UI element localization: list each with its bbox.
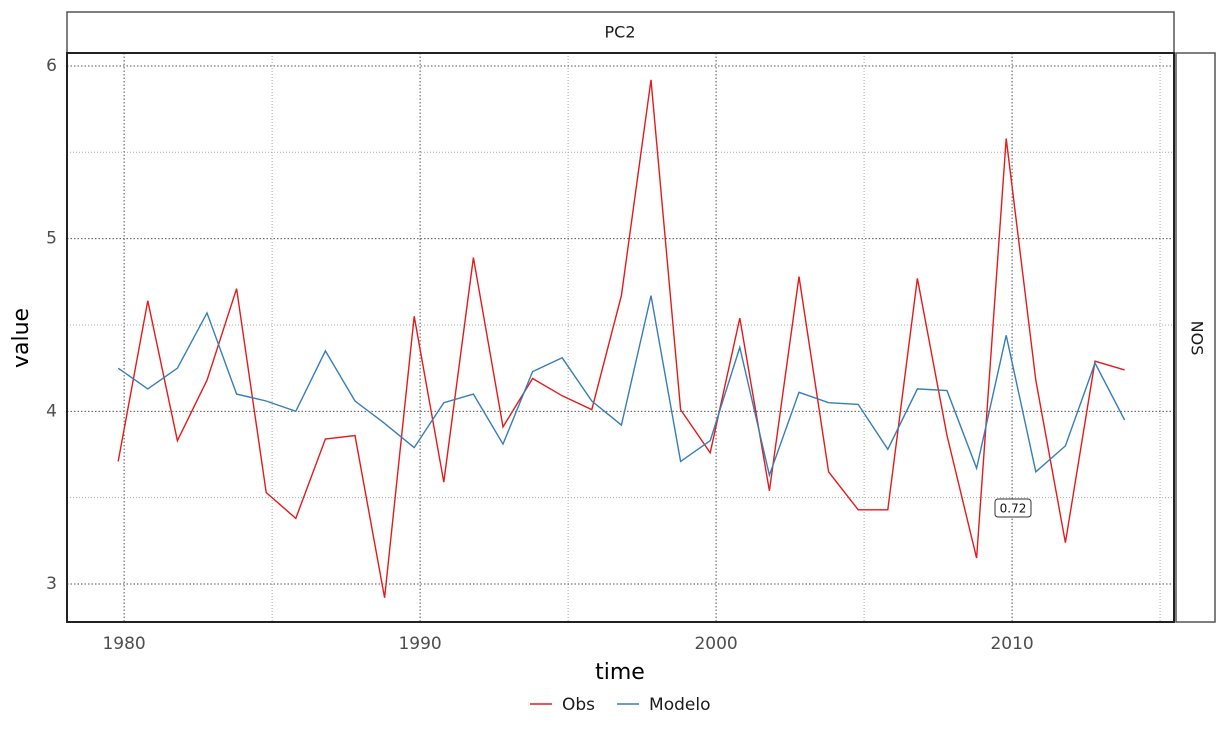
series-line <box>117 295 1126 478</box>
x-tick-label: 1990 <box>398 634 441 654</box>
y-tick-label: 3 <box>46 574 57 594</box>
legend-label: Modelo <box>649 695 710 715</box>
annotation-box <box>994 498 1032 518</box>
facet-label: NOS <box>1188 321 1207 356</box>
x-axis-title: time <box>595 660 645 685</box>
series-line <box>117 79 1125 598</box>
legend-label: Obs <box>562 695 595 715</box>
x-tick-label: 2000 <box>694 634 737 654</box>
right-strip <box>1175 52 1216 623</box>
panel-border <box>66 52 1175 623</box>
y-axis-title: value <box>9 308 34 368</box>
y-tick-label: 4 <box>46 401 57 421</box>
x-tick-label: 1980 <box>102 634 145 654</box>
top-strip <box>66 11 1175 54</box>
facet-label: PC2 <box>605 23 636 42</box>
annotation: 0.72 <box>1000 502 1027 516</box>
y-tick-label: 5 <box>46 229 57 249</box>
y-tick-label: 6 <box>46 56 57 76</box>
x-tick-label: 2010 <box>990 634 1033 654</box>
